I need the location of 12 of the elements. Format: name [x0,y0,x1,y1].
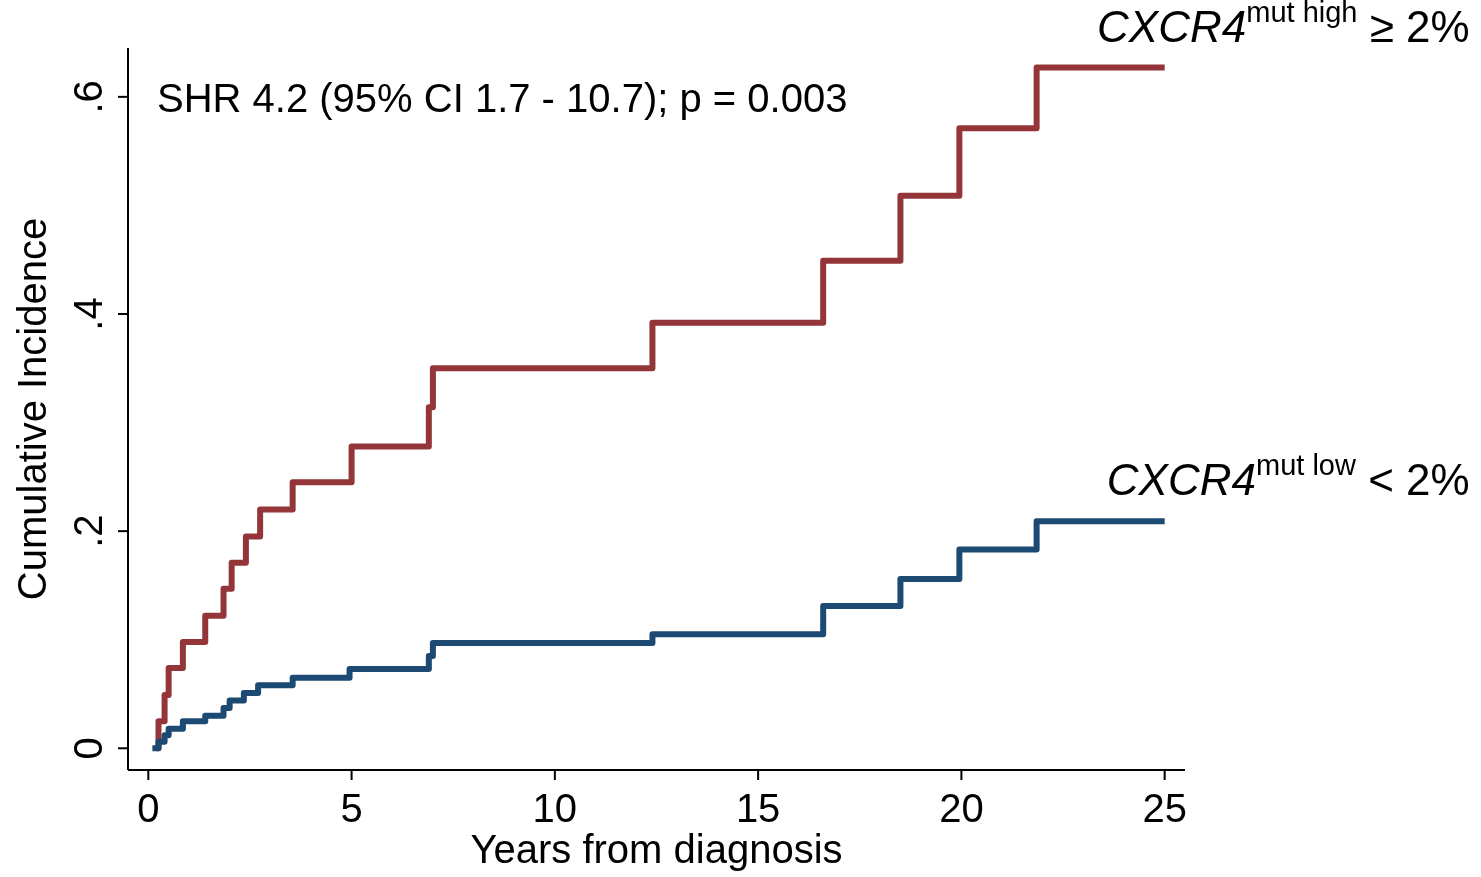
y-tick-label: .6 [66,80,110,114]
y-tick-label: 0 [66,737,110,760]
series-label: CXCR4$^{mut high}$ ≥ 2% [1097,0,1470,51]
series-label: CXCR4$^{mut low}$ < 2% [1106,449,1470,505]
y-axis-title: Cumulative Incidence [10,217,55,601]
x-tick-label: 20 [939,786,984,831]
y-tick-label: .2 [66,514,110,548]
y-tick-label: .4 [66,297,110,331]
annotation: SHR 4.2 (95% CI 1.7 - 10.7); p = 0.003 [157,76,848,121]
x-tick-label: 25 [1142,786,1187,831]
x-tick-label: 0 [137,786,160,831]
x-tick-label: 5 [340,786,363,831]
